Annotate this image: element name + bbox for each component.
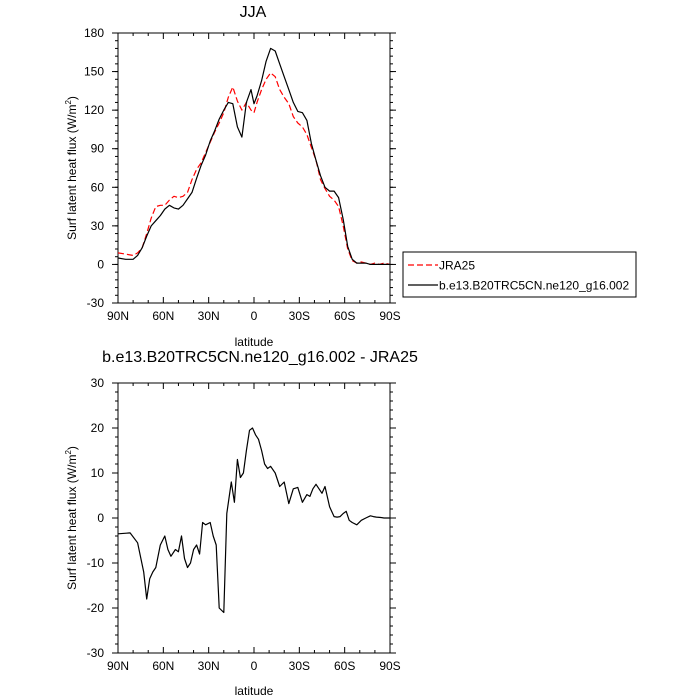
y-axis-label-bottom-sup: 2 — [64, 450, 73, 455]
y-tick-label: 150 — [84, 65, 104, 79]
x-tick-label: 60S — [334, 659, 355, 673]
series-lines-bottom — [117, 427, 390, 614]
y-tick-label: 60 — [91, 180, 105, 194]
x-axis-label-bottom: latitude — [235, 684, 274, 698]
axis-ticks-bottom: 90N 60N 30N 0 30S 60S 90S -30 -20 -10 0 10 20 30 — [87, 376, 401, 673]
x-tick-label: 30N — [198, 309, 220, 323]
x-tick-label: 30S — [289, 659, 310, 673]
y-tick-label: 120 — [84, 103, 104, 117]
series-line-jra25 — [117, 72, 391, 265]
series-line-model — [117, 47, 390, 265]
x-tick-label: 90S — [379, 309, 400, 323]
y-tick-label: -20 — [87, 601, 105, 615]
y-axis-label-bottom: Surf latent heat flux (W/m2) — [64, 446, 79, 590]
chart-title-bottom: b.e13.B20TRC5CN.ne120_g16.002 - JRA25 — [102, 349, 418, 366]
y-axis-label-top-sup: 2 — [64, 100, 73, 105]
series-lines-top — [117, 47, 391, 265]
series-line-difference — [117, 427, 390, 614]
plot-frame-top — [117, 32, 391, 304]
legend-box — [402, 251, 637, 298]
x-tick-label: 90N — [107, 309, 129, 323]
legend-label-model: b.e13.B20TRC5CN.ne120_g16.002 — [439, 279, 629, 293]
y-axis-label-bottom-text: Surf latent heat flux (W/m — [65, 455, 79, 590]
x-tick-label: 90S — [379, 659, 400, 673]
y-tick-label: 30 — [91, 376, 105, 390]
x-tick-label: 0 — [251, 659, 258, 673]
x-tick-label: 60S — [334, 309, 355, 323]
axis-ticks-top: 90N 60N 30N 0 30S 60S 90S -30 0 30 60 90 120 150 180 — [84, 26, 401, 323]
x-tick-label: 60N — [152, 309, 174, 323]
plot-frame-bottom — [117, 382, 391, 654]
y-tick-label: 0 — [97, 511, 104, 525]
panel-difference: b.e13.B20TRC5CN.ne120_g16.002 - JRA25 90… — [64, 349, 418, 698]
x-tick-label: 0 — [251, 309, 258, 323]
panel-seasonal-mean: JJA 90N 60N 30N 0 30S 60S 90S -30 0 30 60 90 120 150 1… — [64, 4, 401, 349]
x-tick-label: 30S — [289, 309, 310, 323]
y-axis-label-top-end: ) — [65, 96, 79, 100]
x-tick-label: 60N — [152, 659, 174, 673]
legend: JRA25 b.e13.B20TRC5CN.ne120_g16.002 — [402, 251, 637, 298]
y-tick-label: 30 — [91, 219, 105, 233]
y-axis-label-top-text: Surf latent heat flux (W/m — [65, 105, 79, 240]
y-tick-label: -30 — [87, 296, 105, 310]
y-tick-label: 180 — [84, 26, 104, 40]
x-axis-label-top: latitude — [235, 335, 274, 349]
y-axis-label-top: Surf latent heat flux (W/m2) — [64, 96, 79, 240]
y-tick-label: -30 — [87, 646, 105, 660]
y-tick-label: 20 — [91, 421, 105, 435]
x-tick-label: 30N — [198, 659, 220, 673]
chart-title-top: JJA — [240, 4, 267, 21]
x-tick-label: 90N — [107, 659, 129, 673]
y-tick-label: 10 — [91, 466, 105, 480]
legend-label-jra25: JRA25 — [439, 259, 475, 273]
y-tick-label: 0 — [97, 257, 104, 271]
y-tick-label: -10 — [87, 556, 105, 570]
y-axis-label-bottom-end: ) — [65, 446, 79, 450]
y-tick-label: 90 — [91, 142, 105, 156]
